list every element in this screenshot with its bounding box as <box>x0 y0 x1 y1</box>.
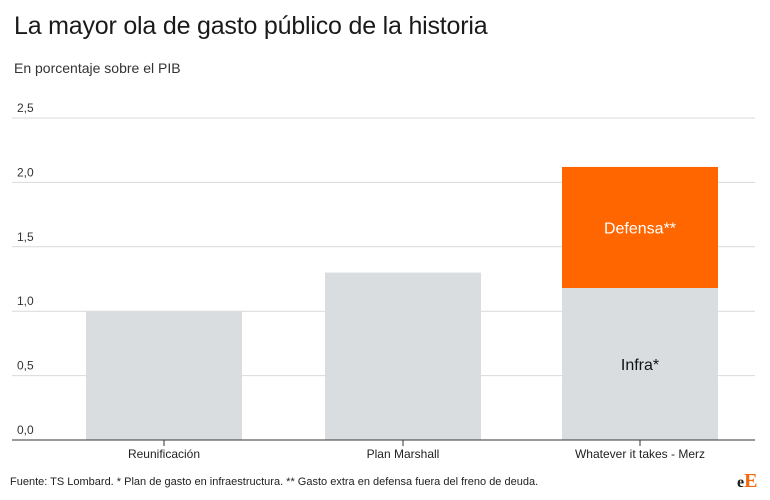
segment-label: Defensa** <box>604 220 676 237</box>
source-note: Fuente: TS Lombard. * Plan de gasto en i… <box>10 476 539 488</box>
chart-subtitle: En porcentaje sobre el PIB <box>14 60 181 76</box>
bar-chart: 0,0 0,5 1,0 1,5 2,0 2,5 Infra* Defensa** Reuni… <box>12 101 755 461</box>
x-tick-label: Plan Marshall <box>367 447 440 461</box>
y-tick-label: 0,5 <box>17 359 34 373</box>
logo-letter-e: e <box>737 474 745 491</box>
x-axis-ticks: Reunificación Plan Marshall Whatever it ta… <box>128 440 705 461</box>
bar-infra <box>86 311 242 440</box>
y-tick-label: 0,0 <box>17 423 34 437</box>
bar-infra <box>562 288 718 440</box>
segment-labels: Infra* Defensa** <box>604 220 676 374</box>
y-axis-ticks: 0,0 0,5 1,0 1,5 2,0 2,5 <box>17 101 34 437</box>
y-tick-label: 1,5 <box>17 230 34 244</box>
y-tick-label: 1,0 <box>17 294 34 308</box>
bar-defensa <box>562 166 718 289</box>
publisher-logo: eE <box>737 470 757 493</box>
chart-title: La mayor ola de gasto público de la hist… <box>14 12 488 40</box>
bar-infra <box>325 272 481 440</box>
y-tick-label: 2,5 <box>17 101 34 115</box>
logo-letter-E: E <box>744 470 758 492</box>
bars <box>86 166 718 440</box>
segment-label: Infra* <box>621 357 659 374</box>
y-tick-label: 2,0 <box>17 165 34 179</box>
x-tick-label: Reunificación <box>128 447 200 461</box>
x-tick-label: Whatever it takes - Merz <box>575 447 705 461</box>
